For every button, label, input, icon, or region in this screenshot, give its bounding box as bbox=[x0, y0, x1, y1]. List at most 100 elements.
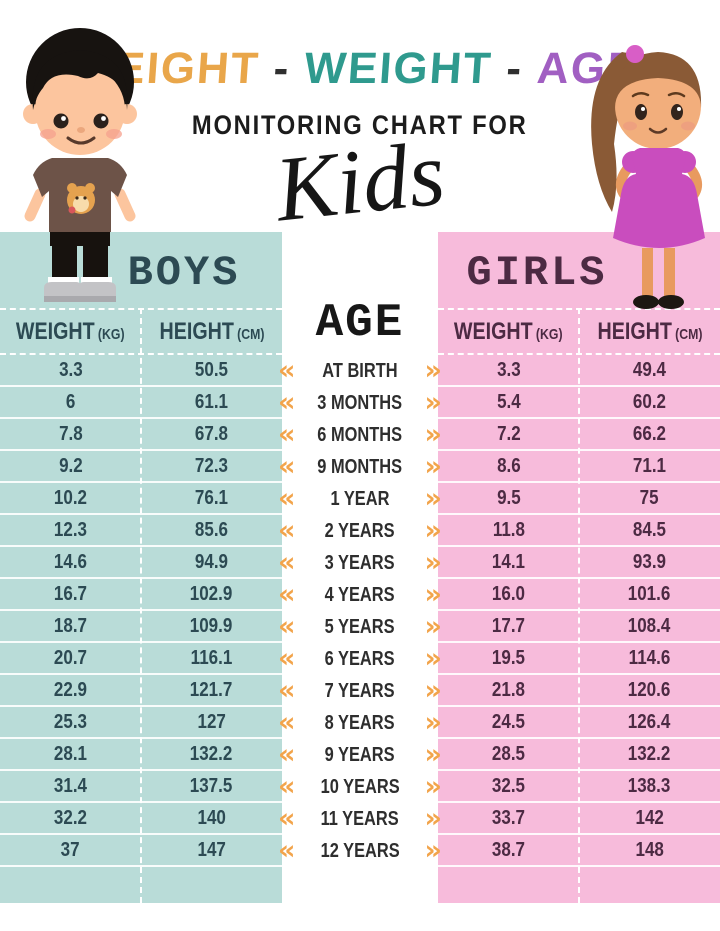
weight-cell: 7.8 bbox=[58, 422, 83, 445]
height-cell: 137.5 bbox=[190, 774, 233, 797]
height-cell: 147 bbox=[197, 838, 226, 861]
age-label: 11 YEARS bbox=[320, 807, 400, 830]
age-label: 5 YEARS bbox=[325, 615, 395, 638]
height-cell: 93.9 bbox=[632, 550, 667, 573]
chevron-right-icon: » bbox=[424, 675, 442, 706]
height-cell: 85.6 bbox=[194, 518, 229, 541]
weight-cell: 28.1 bbox=[53, 742, 88, 765]
girls-weight-header: WEIGHT (KG) bbox=[454, 317, 563, 345]
age-row: « 12 YEARS » bbox=[278, 835, 442, 867]
weight-cell: 32.5 bbox=[491, 774, 526, 797]
chevron-right-icon: » bbox=[424, 451, 442, 482]
table-row: 18.7 109.9 bbox=[0, 611, 282, 643]
weight-cell: 9.5 bbox=[496, 486, 521, 509]
boys-title: BOYS bbox=[127, 249, 241, 297]
height-cell: 49.4 bbox=[632, 358, 667, 381]
height-cell: 132.2 bbox=[190, 742, 233, 765]
chevron-left-icon: « bbox=[278, 675, 296, 706]
height-cell: 60.2 bbox=[632, 390, 667, 413]
age-label: 6 MONTHS bbox=[317, 423, 403, 446]
chevron-left-icon: « bbox=[278, 643, 296, 674]
height-cell: 102.9 bbox=[190, 582, 233, 605]
height-cell: 76.1 bbox=[194, 486, 229, 509]
chevron-right-icon: » bbox=[424, 387, 442, 418]
height-unit-label: (CM) bbox=[674, 325, 702, 343]
height-cell: 67.8 bbox=[194, 422, 229, 445]
chevron-right-icon: » bbox=[424, 771, 442, 802]
boys-rows: 3.3 50.5 6 61.1 7.8 67.8 9.2 72.3 10.2 76.1 12.3 85… bbox=[0, 355, 282, 867]
age-label: 10 YEARS bbox=[320, 775, 400, 798]
age-column-rows: « AT BIRTH » « 3 MONTHS » « 6 MONTHS » « 9 MONTHS »… bbox=[278, 355, 442, 867]
title-separator: - bbox=[504, 44, 525, 93]
chevron-right-icon: » bbox=[424, 803, 442, 834]
weight-cell: 8.6 bbox=[496, 454, 521, 477]
age-label: 3 YEARS bbox=[325, 551, 395, 574]
height-cell: 126.4 bbox=[628, 710, 671, 733]
girls-table: GIRLS WEIGHT (KG) HEIGHT (CM) 3.3 49.4 5.4 60… bbox=[438, 232, 720, 903]
age-row: « 7 YEARS » bbox=[278, 675, 442, 707]
height-cell: 120.6 bbox=[628, 678, 671, 701]
boys-table: BOYS WEIGHT (KG) HEIGHT (CM) 3.3 50.5 6 61.1 7… bbox=[0, 232, 282, 903]
age-row: « 1 YEAR » bbox=[278, 483, 442, 515]
chevron-right-icon: » bbox=[424, 579, 442, 610]
chevron-right-icon: » bbox=[424, 515, 442, 546]
age-label: 4 YEARS bbox=[325, 583, 395, 606]
weight-cell: 21.8 bbox=[491, 678, 526, 701]
girls-title: GIRLS bbox=[466, 249, 608, 297]
title-word-weight: WEIGHT bbox=[302, 44, 495, 93]
chevron-left-icon: « bbox=[278, 803, 296, 834]
boys-weight-header: WEIGHT (KG) bbox=[16, 317, 125, 345]
chevron-left-icon: « bbox=[278, 771, 296, 802]
weight-cell: 38.7 bbox=[491, 838, 526, 861]
age-label: AT BIRTH bbox=[322, 359, 398, 382]
height-cell: 71.1 bbox=[632, 454, 667, 477]
age-row: « 6 YEARS » bbox=[278, 643, 442, 675]
weight-cell: 31.4 bbox=[53, 774, 88, 797]
chevron-right-icon: » bbox=[424, 739, 442, 770]
chevron-right-icon: » bbox=[424, 643, 442, 674]
height-cell: 116.1 bbox=[190, 646, 233, 669]
age-row: « 2 YEARS » bbox=[278, 515, 442, 547]
weight-cell: 22.9 bbox=[53, 678, 88, 701]
boys-height-header: HEIGHT (CM) bbox=[159, 317, 264, 345]
height-unit-label: (CM) bbox=[236, 325, 264, 343]
age-row: « 3 MONTHS » bbox=[278, 387, 442, 419]
age-label: 3 MONTHS bbox=[317, 391, 403, 414]
weight-cell: 18.7 bbox=[53, 614, 88, 637]
weight-cell: 28.5 bbox=[491, 742, 526, 765]
height-cell: 142 bbox=[635, 806, 664, 829]
weight-cell: 16.7 bbox=[53, 582, 88, 605]
chevron-left-icon: « bbox=[278, 355, 296, 386]
weight-cell: 25.3 bbox=[53, 710, 88, 733]
chevron-left-icon: « bbox=[278, 515, 296, 546]
boy-character-illustration bbox=[23, 28, 137, 302]
girls-column-divider bbox=[578, 308, 580, 903]
age-row: « 4 YEARS » bbox=[278, 579, 442, 611]
weight-cell: 11.8 bbox=[492, 518, 525, 541]
height-cell: 138.3 bbox=[628, 774, 671, 797]
chevron-right-icon: » bbox=[424, 355, 442, 386]
height-cell: 101.6 bbox=[628, 582, 671, 605]
height-cell: 66.2 bbox=[632, 422, 667, 445]
height-cell: 121.7 bbox=[190, 678, 233, 701]
title-separator: - bbox=[272, 44, 293, 93]
chevron-left-icon: « bbox=[278, 835, 296, 866]
height-cell: 148 bbox=[635, 838, 664, 861]
girl-character-illustration bbox=[591, 45, 705, 309]
height-cell: 109.9 bbox=[190, 614, 233, 637]
weight-unit-label: (KG) bbox=[536, 325, 563, 343]
age-row: « 10 YEARS » bbox=[278, 771, 442, 803]
age-row: « 6 MONTHS » bbox=[278, 419, 442, 451]
age-label: 12 YEARS bbox=[320, 839, 400, 862]
chevron-right-icon: » bbox=[424, 419, 442, 450]
girls-height-header: HEIGHT (CM) bbox=[597, 317, 702, 345]
chevron-right-icon: » bbox=[424, 707, 442, 738]
height-cell: 132.2 bbox=[628, 742, 671, 765]
chevron-left-icon: « bbox=[278, 579, 296, 610]
age-label: 9 MONTHS bbox=[317, 455, 403, 478]
height-cell: 114.6 bbox=[628, 646, 671, 669]
weight-cell: 14.1 bbox=[491, 550, 526, 573]
weight-cell: 10.2 bbox=[53, 486, 88, 509]
age-label: 1 YEAR bbox=[330, 487, 390, 510]
